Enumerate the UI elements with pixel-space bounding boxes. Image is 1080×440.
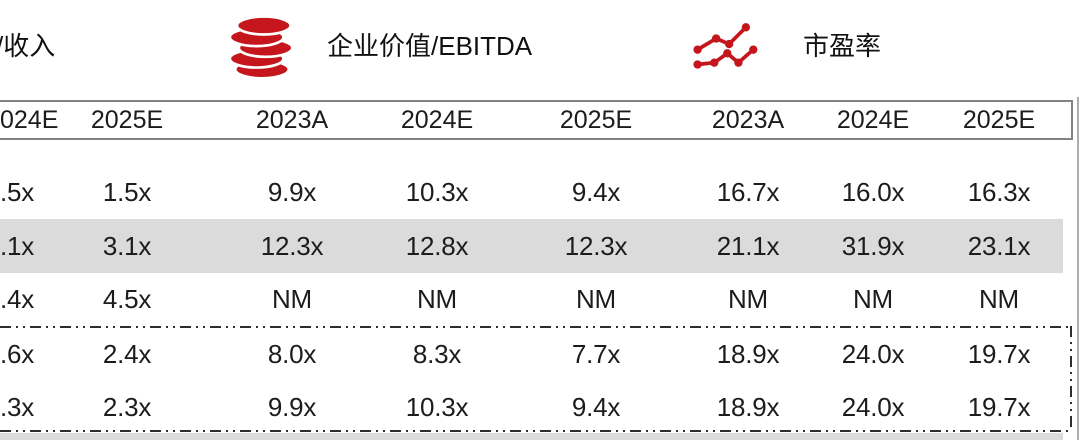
header-border-box <box>0 100 1073 140</box>
table-cell: 21.1x <box>716 231 780 261</box>
table-row-highlighted: .1x 3.1x 12.3x 12.8x 12.3x 21.1x 31.9x 2… <box>0 219 1063 273</box>
table-cell: 12.3x <box>260 231 324 261</box>
table-cell: NM <box>271 284 313 314</box>
next-row-stripe-sliver <box>0 433 1063 440</box>
table-cell: 9.9x <box>267 392 317 422</box>
table-cell: 19.7x <box>967 392 1031 422</box>
table-cell: 1.5x <box>102 177 152 207</box>
table-cell: 9.9x <box>267 177 317 207</box>
table-cell: 2.3x <box>102 392 152 422</box>
table-right-border <box>1077 97 1079 440</box>
table-cell: .6x <box>0 339 35 369</box>
table-cell: 9.4x <box>571 392 621 422</box>
column-header: 2023A <box>255 106 329 134</box>
table-cell: .3x <box>0 392 35 422</box>
table-cell: .4x <box>0 284 35 314</box>
column-header: 2025E <box>962 106 1036 134</box>
table-cell: 31.9x <box>841 231 905 261</box>
table-cell: 24.0x <box>841 392 905 422</box>
dashed-divider-bottom <box>0 430 1073 432</box>
table-row: .5x 1.5x 9.9x 10.3x 9.4x 16.7x 16.0x 16.… <box>0 165 1080 219</box>
table-cell: 16.7x <box>716 177 780 207</box>
column-header: 024E <box>0 106 59 134</box>
table-cell: 2.4x <box>102 339 152 369</box>
column-header: 2023A <box>711 106 785 134</box>
table-cell: 8.3x <box>412 339 462 369</box>
table-cell: NM <box>978 284 1020 314</box>
legend-ev-ebitda-label: 企业价值/EBITDA <box>327 31 533 61</box>
table-cell: .1x <box>0 231 35 261</box>
table-cell: 4.5x <box>102 284 152 314</box>
table-cell: 18.9x <box>716 339 780 369</box>
table-cell: 7.7x <box>571 339 621 369</box>
table-cell: NM <box>852 284 894 314</box>
table-row: .4x 4.5x NM NM NM NM NM NM <box>0 272 1080 326</box>
table-row: .3x 2.3x 9.9x 10.3x 9.4x 18.9x 24.0x 19.… <box>0 380 1080 434</box>
table-header-row: 024E 2025E 2023A 2024E 2025E 2023A 2024E… <box>0 100 1080 140</box>
coin-stack-icon <box>228 12 296 87</box>
table-cell: 12.8x <box>405 231 469 261</box>
table-cell: 8.0x <box>267 339 317 369</box>
table-cell: NM <box>575 284 617 314</box>
table-cell: 18.9x <box>716 392 780 422</box>
table-cell: 12.3x <box>564 231 628 261</box>
table-cell: 9.4x <box>571 177 621 207</box>
table-cell: 16.0x <box>841 177 905 207</box>
legend-pe-label: 市盈率 <box>803 31 882 61</box>
table-cell: NM <box>416 284 458 314</box>
table-cell: NM <box>727 284 769 314</box>
column-header: 2025E <box>559 106 633 134</box>
table-cell: 10.3x <box>405 392 469 422</box>
dashed-divider-top <box>0 326 1073 328</box>
column-header: 2024E <box>400 106 474 134</box>
table-cell: 10.3x <box>405 177 469 207</box>
column-header: 2024E <box>836 106 910 134</box>
table-cell: 23.1x <box>967 231 1031 261</box>
table-cell: 3.1x <box>102 231 152 261</box>
line-chart-icon <box>692 16 770 79</box>
column-header: 2025E <box>90 106 164 134</box>
table-row: .6x 2.4x 8.0x 8.3x 7.7x 18.9x 24.0x 19.7… <box>0 327 1080 381</box>
table-cell: 24.0x <box>841 339 905 369</box>
table-cell: 19.7x <box>967 339 1031 369</box>
dashed-divider-right <box>1070 326 1072 432</box>
table-cell: 16.3x <box>967 177 1031 207</box>
legend-ev-revenue-label: /收入 <box>0 31 56 61</box>
table-cell: .5x <box>0 177 35 207</box>
